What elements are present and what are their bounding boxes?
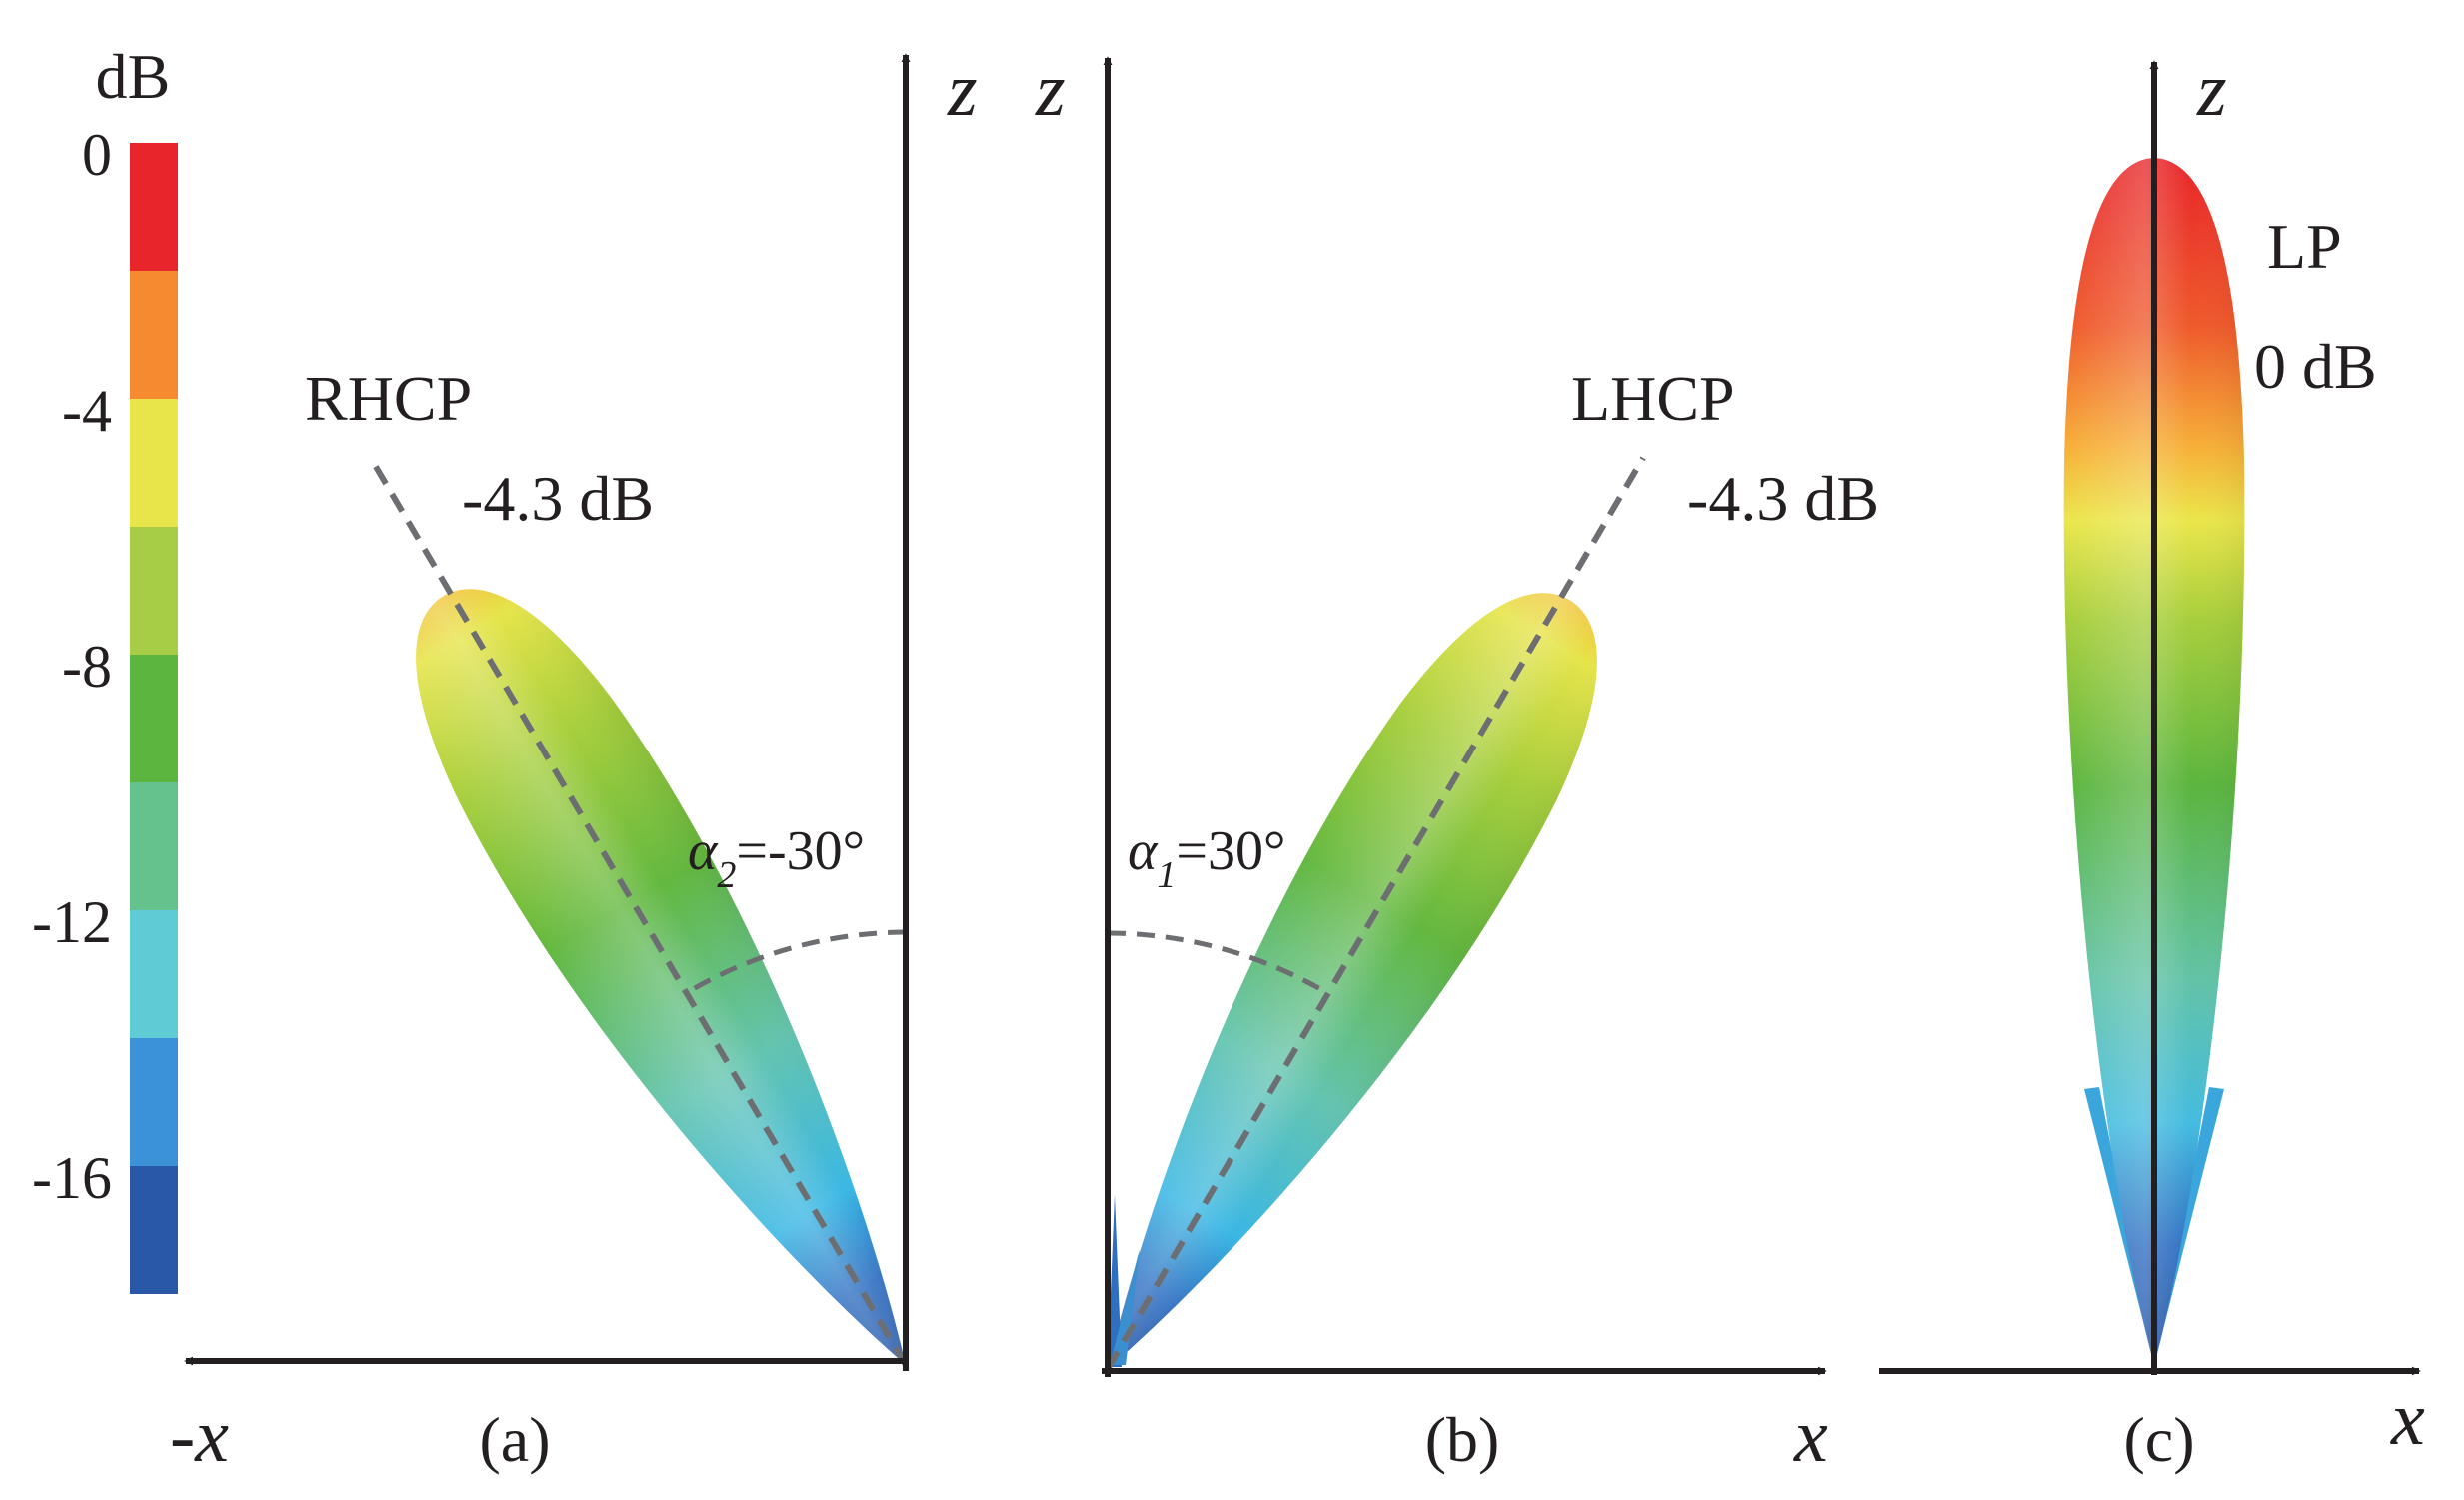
panel-b-lobe-sheen	[1108, 593, 1597, 1369]
colorbar-swatch	[130, 143, 178, 271]
panel-a-angle-label: α2=-30°	[688, 820, 865, 896]
panel-c-lp: z x LP 0 dB (c)	[1879, 48, 2425, 1475]
panel-a-caption: (a)	[479, 1404, 550, 1475]
panel-b-gain-label: -4.3 dB	[1687, 463, 1879, 534]
colorbar-swatch	[130, 399, 178, 527]
colorbar-swatch	[130, 1166, 178, 1294]
panel-a-lobe-sheen	[416, 589, 906, 1365]
panel-b-beam-axis	[1105, 456, 1646, 1371]
colorbar-tick-label: -8	[62, 634, 112, 700]
panel-c-gain-label: 0 dB	[2254, 331, 2377, 402]
panel-b-sidelobe-small	[1110, 1249, 1140, 1365]
colorbar-unit-label: dB	[96, 41, 171, 112]
panel-a-beam-axis	[369, 458, 909, 1367]
colorbar-tick-label: 0	[82, 122, 112, 188]
colorbar-swatch	[130, 782, 178, 910]
colorbar-tick-label: -16	[32, 1145, 112, 1211]
panel-c-left-sidelobe	[2084, 1087, 2154, 1365]
panel-c-caption: (c)	[2123, 1404, 2194, 1475]
panel-b-x-label: x	[1793, 1394, 1828, 1478]
panel-a-rhcp: z -x RHCP -4.3 dB α2=-30° (a)	[170, 48, 978, 1478]
colorbar-swatches	[130, 143, 178, 1294]
colorbar-swatch	[130, 271, 178, 399]
colorbar-tick-label: -12	[32, 889, 112, 955]
panel-b-caption: (b)	[1425, 1404, 1500, 1475]
colorbar-swatch	[130, 910, 178, 1038]
panel-c-x-label: x	[2390, 1377, 2425, 1461]
panel-c-right-sidelobe	[2154, 1087, 2224, 1365]
panel-a-gain-label: -4.3 dB	[462, 463, 654, 534]
colorbar-swatch	[130, 1038, 178, 1166]
panel-b-angle-label: α1=30°	[1128, 820, 1285, 896]
panel-b-lhcp: z x LHCP -4.3 dB α1=30° (b)	[1035, 48, 1879, 1478]
panel-a-z-label: z	[947, 48, 978, 132]
colorbar-tick-label: -4	[62, 378, 112, 444]
panel-c-z-label: z	[2196, 48, 2227, 132]
colorbar: dB 0 -4 -8 -12 -16	[32, 41, 178, 1294]
panel-b-polarization-label: LHCP	[1571, 363, 1735, 434]
panel-b-sidelobe	[1108, 1194, 1122, 1367]
panel-a-polarization-label: RHCP	[305, 363, 472, 434]
panel-c-polarization-label: LP	[2267, 211, 2342, 282]
colorbar-tick-labels: 0 -4 -8 -12 -16	[32, 122, 112, 1211]
colorbar-swatch	[130, 655, 178, 782]
panel-b-angle-arc	[1107, 930, 1329, 996]
panel-a-x-label: -x	[170, 1394, 229, 1478]
panel-b-z-label: z	[1035, 48, 1066, 132]
colorbar-swatch	[130, 527, 178, 655]
